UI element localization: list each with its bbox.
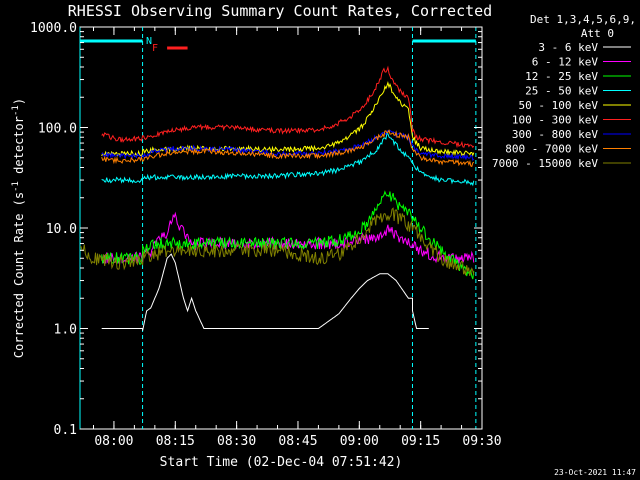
x-tick-label: 08:00 xyxy=(94,434,133,449)
y-tick-label: 10.0 xyxy=(46,222,77,237)
series-line xyxy=(101,253,429,331)
series-line xyxy=(101,133,475,187)
x-tick-label: 09:00 xyxy=(340,434,379,449)
footer-date: 23-Oct-2021 11:47 xyxy=(554,468,636,477)
legend-label: 800 - 7000 keV xyxy=(505,143,598,156)
series-line xyxy=(80,207,475,276)
legend-label: 300 - 800 keV xyxy=(512,128,598,141)
flag-label-f: F xyxy=(152,43,158,54)
legend-label: 100 - 300 keV xyxy=(512,114,598,127)
legend-title-line2: Att 0 xyxy=(581,27,614,40)
x-tick-label: 08:15 xyxy=(156,434,195,449)
legend-label: 12 - 25 keV xyxy=(525,70,598,83)
series-line xyxy=(101,190,475,280)
legend-title-line1: Det 1,3,4,5,6,9, xyxy=(530,13,636,26)
flag-label-n: N xyxy=(146,36,152,47)
x-tick-label: 09:15 xyxy=(401,434,440,449)
legend-label: 3 - 6 keV xyxy=(538,41,598,54)
legend-label: 50 - 100 keV xyxy=(519,99,599,112)
y-axis-ticks: 0.1 1.0 10.0 100.0 1000.0 xyxy=(30,21,482,438)
legend-label: 25 - 50 keV xyxy=(525,85,598,98)
series-line xyxy=(101,81,475,158)
y-tick-label: 100.0 xyxy=(38,122,77,137)
x-tick-label: 08:30 xyxy=(217,434,256,449)
y-axis-label: Corrected Count Rate (s-1 detector-1) xyxy=(11,98,26,358)
x-axis-label: Start Time (02-Dec-04 07:51:42) xyxy=(160,455,403,470)
plot-frame xyxy=(79,26,483,430)
x-tick-label: 08:45 xyxy=(278,434,317,449)
legend-label: 6 - 12 keV xyxy=(532,56,599,69)
y-tick-label: 0.1 xyxy=(54,423,77,438)
y-tick-label: 1.0 xyxy=(54,323,77,338)
series-line xyxy=(101,65,475,149)
chart-title: RHESSI Observing Summary Count Rates, Co… xyxy=(68,2,492,20)
x-axis-ticks: 08:00 08:15 08:30 08:45 09:00 09:15 09:30 xyxy=(92,27,502,449)
y-tick-label: 1000.0 xyxy=(30,21,77,36)
legend-label: 7000 - 15000 keV xyxy=(492,157,598,170)
x-tick-label: 09:30 xyxy=(462,434,501,449)
series-line xyxy=(101,129,475,168)
